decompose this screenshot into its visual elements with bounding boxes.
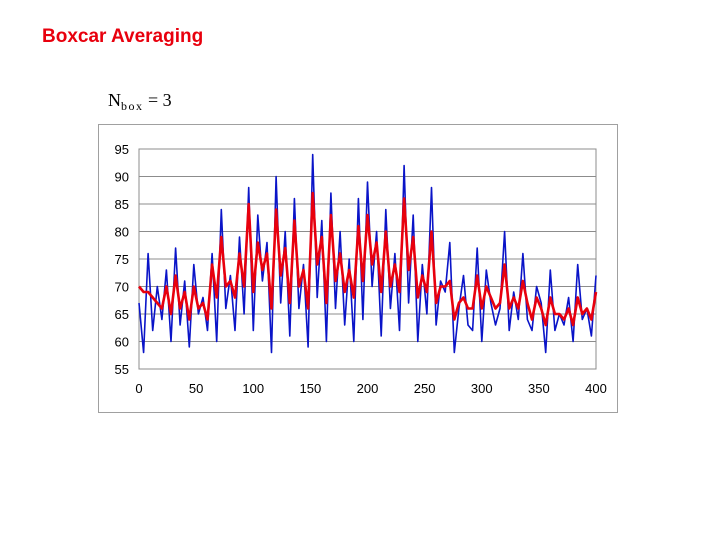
x-tick-label: 50 — [189, 381, 203, 396]
x-tick-label: 100 — [242, 381, 264, 396]
boxcar-average-line — [138, 191, 598, 327]
chart-frame: 55 60 65 70 75 80 85 90 95 0 50 100 150 200 250 300 350 4… — [98, 124, 618, 413]
y-tick-label: 70 — [115, 280, 129, 295]
y-tick-label: 80 — [115, 225, 129, 240]
tick-layer: 55 60 65 70 75 80 85 90 95 0 50 100 150 200 250 300 350 4… — [115, 142, 607, 396]
x-tick-label: 350 — [528, 381, 550, 396]
x-tick-label: 300 — [471, 381, 493, 396]
x-tick-label: 250 — [414, 381, 436, 396]
y-tick-label: 75 — [115, 252, 129, 267]
y-tick-label: 85 — [115, 197, 129, 212]
y-tick-label: 95 — [115, 142, 129, 157]
y-tick-label: 65 — [115, 307, 129, 322]
raw-signal-line — [138, 153, 597, 354]
nbox-label: Nbox = 3 — [108, 90, 172, 113]
x-tick-label: 200 — [357, 381, 379, 396]
x-tick-label: 0 — [135, 381, 142, 396]
series-layer — [138, 153, 598, 354]
x-tick-label: 150 — [300, 381, 322, 396]
y-tick-label: 90 — [115, 170, 129, 185]
nbox-subscript: box — [121, 99, 144, 113]
y-tick-label: 55 — [115, 362, 129, 377]
x-tick-label: 400 — [585, 381, 607, 396]
nbox-value: = 3 — [148, 90, 172, 110]
nbox-symbol: N — [108, 90, 121, 110]
slide-title: Boxcar Averaging — [42, 26, 204, 47]
y-tick-label: 60 — [115, 335, 129, 350]
plot-area — [138, 148, 597, 370]
boxcar-chart: 55 60 65 70 75 80 85 90 95 0 50 100 150 200 250 300 350 4… — [115, 142, 607, 396]
